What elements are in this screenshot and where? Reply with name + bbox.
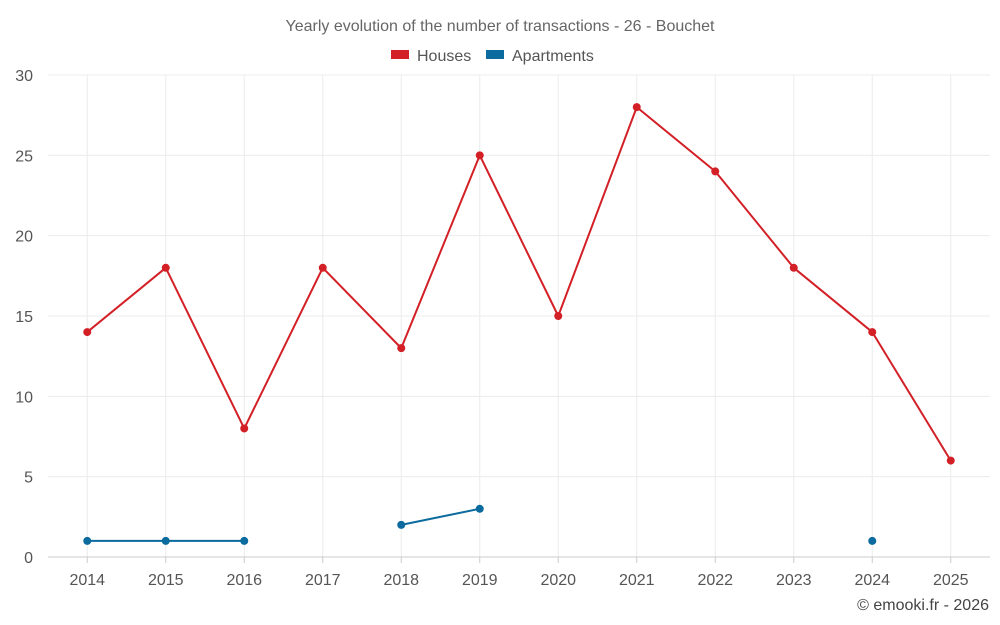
- series-group: [83, 103, 955, 545]
- data-point-apartments[interactable]: [240, 536, 249, 545]
- data-point-houses[interactable]: [946, 456, 955, 465]
- x-tick-label: 2024: [854, 572, 890, 589]
- series-houses: [83, 103, 955, 465]
- data-point-houses[interactable]: [711, 167, 720, 176]
- y-tick-label: 15: [15, 309, 33, 326]
- legend-label-houses[interactable]: Houses: [417, 48, 471, 65]
- data-point-houses[interactable]: [789, 263, 798, 272]
- data-point-houses[interactable]: [632, 103, 641, 112]
- legend-label-apartments[interactable]: Apartments: [512, 48, 594, 65]
- x-tick-label: 2017: [305, 572, 341, 589]
- data-point-houses[interactable]: [83, 328, 92, 337]
- series-apartments: [83, 504, 877, 545]
- series-line-houses: [86, 106, 952, 462]
- credit-text: © emooki.fr - 2026: [857, 597, 989, 614]
- x-tick-label: 2021: [619, 572, 655, 589]
- data-point-apartments[interactable]: [83, 536, 92, 545]
- data-point-houses[interactable]: [318, 263, 327, 272]
- y-axis: 0 5 10 15 20 25 30: [15, 68, 33, 567]
- data-point-houses[interactable]: [554, 312, 563, 320]
- y-tick-label: 10: [15, 389, 33, 406]
- x-tick-label: 2019: [462, 572, 498, 589]
- data-point-houses[interactable]: [868, 328, 877, 337]
- data-point-houses[interactable]: [161, 263, 170, 272]
- x-tick-label: 2015: [148, 572, 184, 589]
- series-line-apartments: [401, 507, 480, 526]
- data-point-apartments[interactable]: [397, 520, 406, 529]
- x-tick-label: 2018: [383, 572, 419, 589]
- x-tick-label: 2022: [697, 572, 733, 589]
- data-point-apartments[interactable]: [868, 536, 877, 545]
- x-axis: 2014 2015 2016 2017 2018 2019 2020 2021 2022 2023…: [48, 556, 990, 589]
- x-tick-label: 2014: [69, 572, 105, 589]
- y-tick-label: 0: [24, 550, 33, 567]
- data-point-houses[interactable]: [397, 344, 406, 353]
- x-tick-label: 2016: [226, 572, 262, 589]
- data-point-houses[interactable]: [475, 151, 484, 160]
- y-tick-label: 30: [15, 68, 33, 85]
- x-tick-label: 2025: [933, 572, 969, 589]
- y-tick-label: 5: [24, 470, 33, 487]
- x-tick-label: 2020: [540, 572, 576, 589]
- legend-swatch-apartments: [486, 50, 504, 59]
- legend-swatch-houses: [391, 50, 409, 59]
- data-point-apartments[interactable]: [161, 536, 170, 545]
- x-tick-label: 2023: [776, 572, 812, 589]
- data-point-apartments[interactable]: [475, 504, 484, 513]
- y-tick-label: 20: [15, 229, 33, 246]
- data-point-houses[interactable]: [240, 424, 249, 433]
- y-tick-label: 25: [15, 148, 33, 165]
- legend[interactable]: Houses Apartments: [391, 48, 594, 65]
- chart-title: Yearly evolution of the number of transa…: [286, 18, 716, 35]
